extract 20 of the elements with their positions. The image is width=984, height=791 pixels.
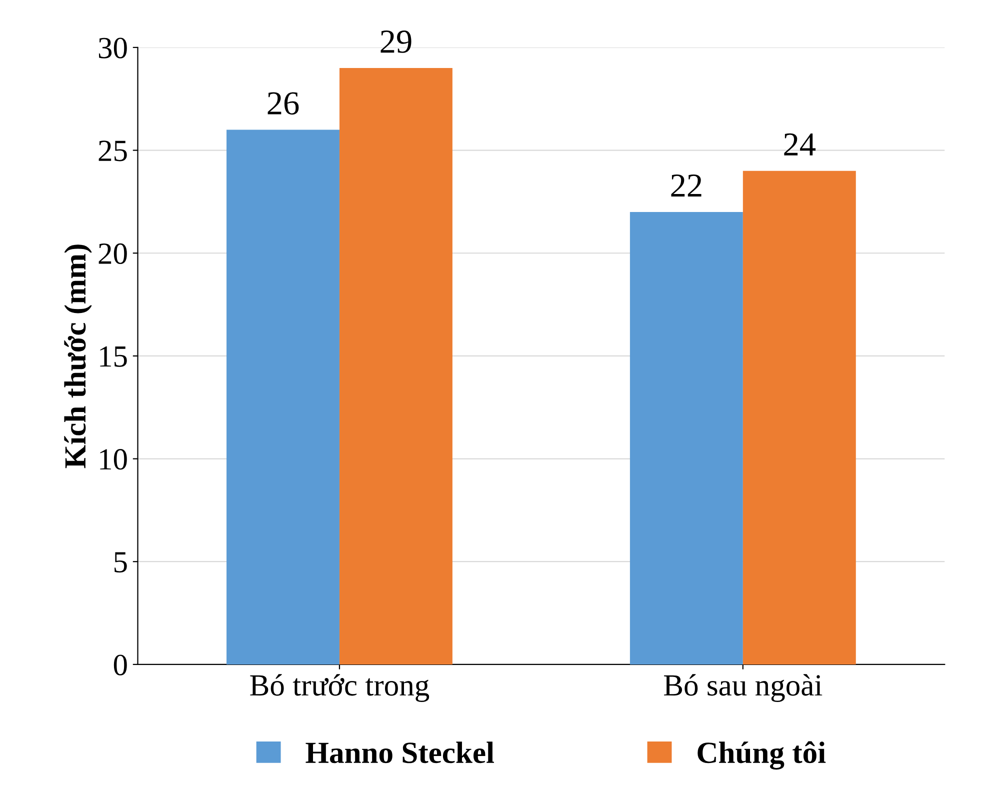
- data-label: 29: [380, 30, 412, 53]
- y-tick-label: 30: [98, 38, 127, 58]
- y-tick-label: 10: [100, 449, 127, 470]
- bar: [630, 212, 743, 664]
- x-tick-label: Bó sau ngoài: [664, 674, 822, 702]
- y-axis-title: Kích thước (mm): [64, 244, 92, 468]
- y-tick-label: 25: [98, 140, 127, 162]
- legend-label: Hanno Steckel: [306, 742, 494, 764]
- data-label: 26: [268, 92, 299, 115]
- legend-label: Chúng tôi: [698, 741, 826, 770]
- bar: [339, 68, 452, 664]
- data-label: 22: [671, 174, 702, 197]
- x-tick-label: Bó trước trong: [250, 674, 430, 702]
- bar: [742, 170, 856, 664]
- y-tick-label: 15: [100, 346, 127, 367]
- data-label: 24: [784, 133, 816, 156]
- y-tick-label: 20: [98, 243, 127, 264]
- y-tick-label: 5: [114, 552, 127, 573]
- y-tick-label: 0: [114, 654, 127, 676]
- bar: [226, 130, 340, 664]
